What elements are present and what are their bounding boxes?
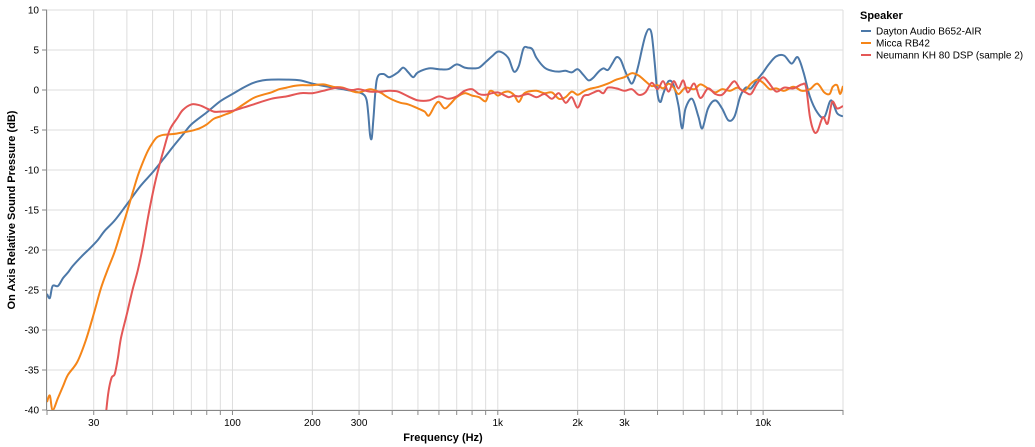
x-tick-label: 30 [88,418,100,429]
x-tick-label: 1k [493,418,505,429]
series-line-3 [105,76,843,410]
x-axis: 30 100 200 300 1k 2k 3k 10k [46,410,844,429]
y-tick-label: -30 [25,326,40,337]
x-tick-label: 300 [351,418,368,429]
legend-label-2: Micca RB42 [876,39,930,50]
x-tick-label: 200 [304,418,321,429]
y-tick-label: -10 [25,166,40,177]
x-tick-label: 100 [224,418,241,429]
y-tick-label: 0 [33,86,39,97]
y-tick-label: 10 [28,6,40,17]
x-tick-label: 10k [755,418,772,429]
y-axis: 10 5 0 -5 -10 -15 -20 -25 -30 -35 -40 [25,6,47,417]
series-line-1 [47,28,843,300]
x-tick-label: 2k [572,418,584,429]
y-tick-label: -20 [25,246,40,257]
y-tick-label: -25 [25,286,40,297]
x-tick-label: 3k [619,418,631,429]
y-tick-label: -40 [25,406,40,417]
y-axis-title: On Axis Relative Sound Pressure (dB) [6,110,18,309]
legend-label-1: Dayton Audio B652-AIR [876,27,982,38]
plot-area: 30 100 200 300 1k 2k 3k 10k 10 5 0 -5 -10 -15 -20 -25 -… [25,6,844,429]
y-tick-label: 5 [33,46,39,57]
x-axis-title: Frequency (Hz) [403,432,483,444]
y-tick-label: -5 [30,126,39,137]
legend-label-3: Neumann KH 80 DSP (sample 2) [876,51,1023,62]
y-tick-label: -15 [25,206,40,217]
series-layer [47,28,843,410]
legend-title: Speaker [860,10,904,22]
series-line-2 [47,72,843,410]
y-tick-label: -35 [25,366,40,377]
